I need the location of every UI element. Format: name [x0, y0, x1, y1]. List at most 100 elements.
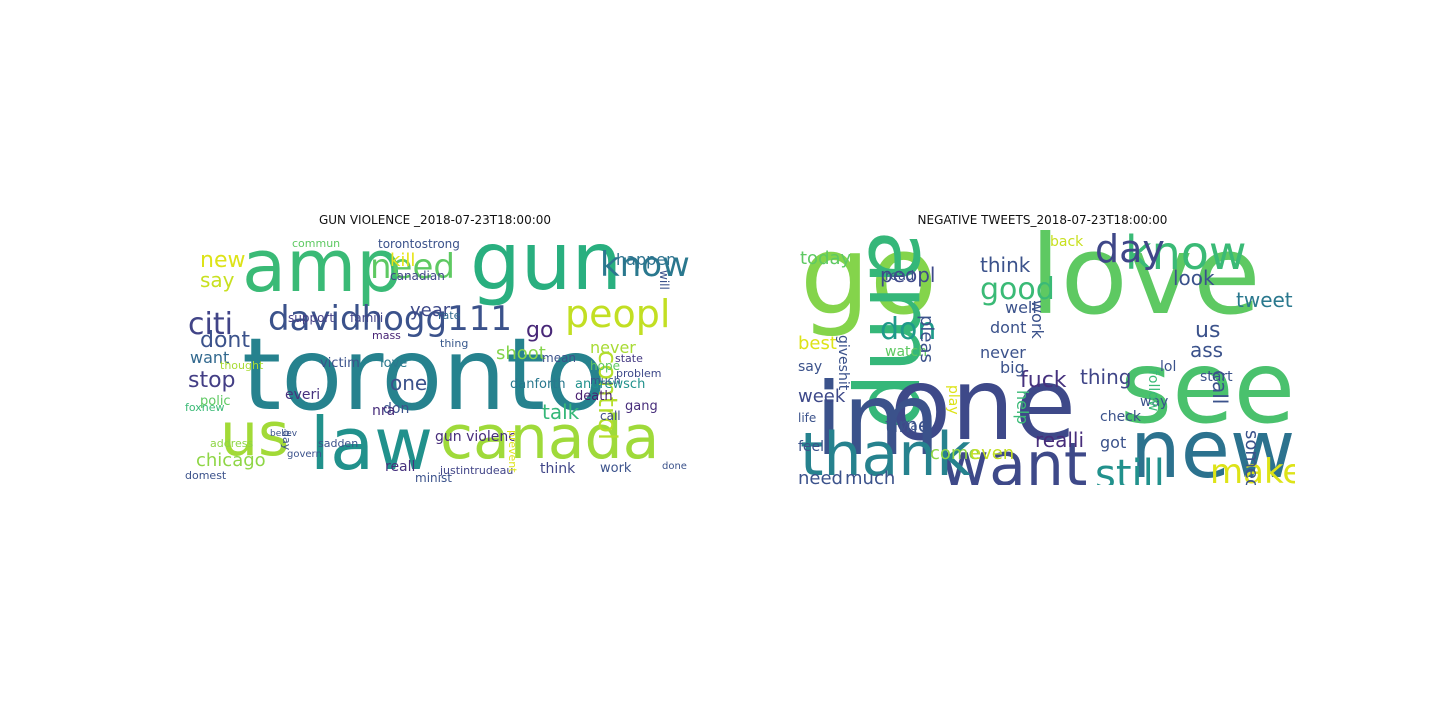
cloud-word: make [1210, 452, 1295, 485]
cloud-word: mean [542, 351, 577, 365]
cloud-word: death [575, 389, 613, 404]
cloud-word: state [615, 352, 643, 365]
cloud-word: feel [798, 439, 825, 455]
cloud-word: life [798, 411, 817, 425]
cloud-word: davidhogg111 [268, 299, 512, 339]
cloud-word: love [1030, 230, 1261, 339]
word-cloud: toronto amp gun us law canada davidhogg111 citi… [180, 230, 690, 485]
cloud-word: call [600, 409, 621, 423]
cloud-word: toronto [242, 316, 607, 433]
cloud-word: start [1200, 369, 1233, 385]
cloud-word: ass [1190, 338, 1224, 362]
wordcloud-panel-gun-violence: GUN VIOLENCE _2018-07-23T18:00:00 toront… [180, 210, 690, 485]
cloud-word: work [1028, 300, 1047, 339]
cloud-word: one [390, 371, 428, 395]
cloud-word: justintrudeau [440, 464, 514, 477]
cloud-word: address [210, 437, 254, 450]
cloud-word: dont [990, 318, 1027, 337]
cloud-word: go [526, 318, 554, 343]
cloud-word: law [310, 402, 434, 485]
cloud-word: via [900, 419, 918, 433]
wordcloud-panel-negative-tweets: NEGATIVE TWEETS_2018-07-23T18:00:00 love… [790, 210, 1295, 485]
cloud-word: canada [440, 403, 660, 473]
cloud-word: one [890, 346, 1077, 463]
cloud-word: come [930, 443, 980, 464]
cloud-word: way [1140, 394, 1169, 410]
cloud-word: giveshit [835, 335, 851, 391]
cloud-word: back [1050, 234, 1084, 250]
cloud-word: andrewsch [575, 377, 646, 392]
cloud-word: us [1195, 318, 1221, 343]
cloud-word: foxnew [185, 401, 225, 414]
cloud-word: support [288, 311, 335, 325]
panel-title: GUN VIOLENCE _2018-07-23T18:00:00 [318, 213, 552, 227]
cloud-word: read [885, 269, 915, 284]
cloud-word: want [940, 430, 1088, 485]
cloud-word: today [800, 248, 852, 269]
cloud-word: im [815, 361, 941, 478]
cloud-word: even [970, 443, 1015, 464]
cloud-word: much [845, 468, 896, 486]
cloud-word: danforth [510, 377, 566, 392]
cloud-word: peopl [565, 292, 671, 336]
cloud-word: canadian [390, 269, 445, 283]
cloud-word: day [1095, 230, 1165, 271]
cloud-word: govern [287, 449, 322, 460]
cloud-word: good [980, 272, 1055, 307]
cloud-word: know [1125, 230, 1247, 280]
cloud-word: torontostrong [378, 237, 460, 251]
cloud-word: reall [385, 459, 416, 475]
cloud-word: dont [200, 328, 250, 353]
cloud-word: problem [616, 367, 662, 380]
cloud-word: watch [885, 344, 928, 360]
cloud-word: need [798, 468, 843, 486]
cloud-word: fuck [1020, 368, 1067, 393]
cloud-word: love [380, 356, 408, 371]
cloud-word: got [1100, 433, 1127, 452]
cloud-word: gang [625, 399, 658, 414]
cloud-word: famili [350, 311, 384, 325]
cloud-word: amp [242, 230, 402, 308]
cloud-word: kill [390, 250, 416, 271]
cloud-word: new [200, 248, 246, 273]
cloud-word: never [590, 338, 636, 357]
cloud-word: shoot [496, 343, 546, 364]
cloud-word: best [798, 333, 837, 354]
panel-title: NEGATIVE TWEETS_2018-07-23T18:00:00 [917, 213, 1168, 227]
cloud-word: gun [470, 230, 623, 308]
cloud-word: thought [220, 359, 264, 372]
cloud-word: say [798, 359, 823, 375]
cloud-word: sadden [318, 437, 359, 450]
cloud-word: big [1000, 358, 1025, 377]
cloud-word: know [600, 245, 690, 285]
cloud-word: still [1095, 452, 1165, 485]
cloud-word: victim [320, 356, 360, 371]
cloud-word: citi [188, 307, 233, 342]
cloud-word: believ [270, 429, 298, 439]
cloud-word: polic [200, 394, 231, 409]
cloud-word: talk [542, 400, 580, 424]
cloud-word: will [657, 270, 671, 290]
cloud-word: stop [188, 368, 236, 393]
cloud-word: think [980, 253, 1031, 277]
cloud-word: don [383, 401, 410, 417]
cloud-word: time [885, 413, 931, 437]
cloud-word: prevent [506, 430, 519, 473]
cloud-word: play [945, 385, 961, 415]
cloud-word: tweet [1236, 288, 1293, 312]
cloud-word: need [370, 247, 455, 287]
cloud-word: lol [1160, 359, 1177, 375]
cloud-word: week [798, 386, 846, 407]
cloud-word: domest [185, 469, 227, 482]
cloud-word: pleas [916, 315, 937, 363]
cloud-word: see [1120, 329, 1295, 446]
cloud-word: minist [415, 471, 452, 485]
cloud-word: want [190, 348, 230, 367]
cloud-word: new [1130, 403, 1295, 486]
cloud-word: thank [800, 420, 972, 485]
cloud-word: help [1013, 390, 1032, 425]
cloud-word: year [410, 300, 451, 321]
cloud-word: rate [438, 309, 461, 322]
cloud-word: done [662, 461, 687, 472]
cloud-word: look [1173, 266, 1215, 290]
